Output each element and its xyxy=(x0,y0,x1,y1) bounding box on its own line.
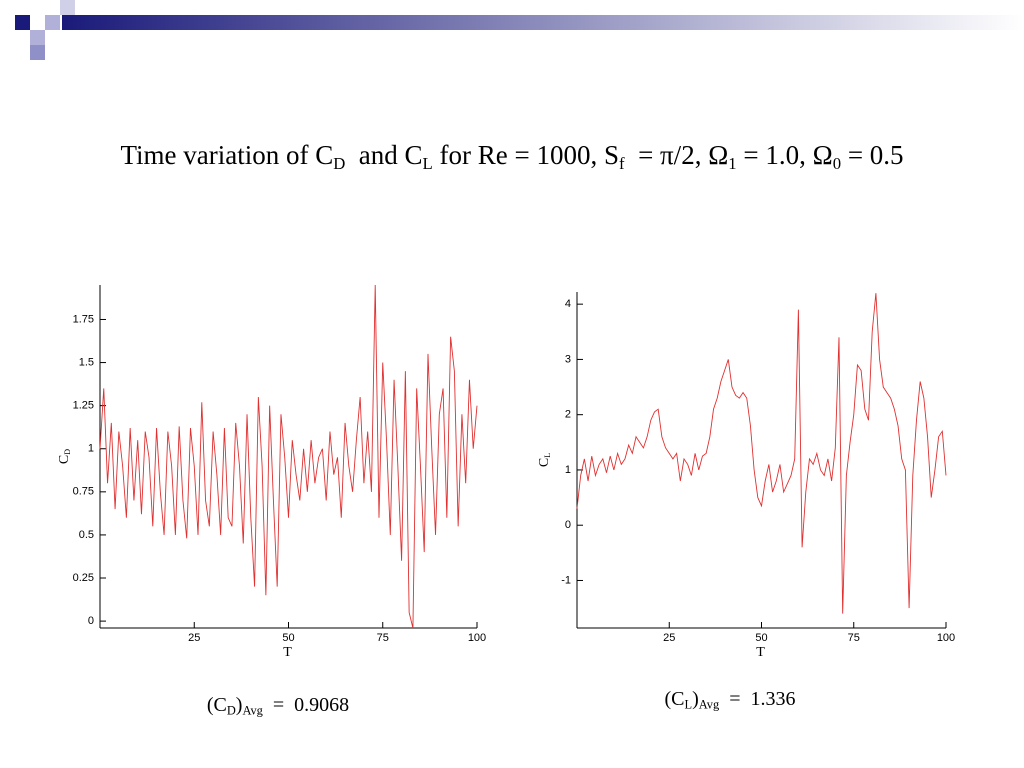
y-tick-label: 1 xyxy=(88,443,94,455)
y-tick-label: 0.75 xyxy=(73,486,94,498)
y-axis-label: CD xyxy=(57,449,72,464)
text-run: ) xyxy=(692,688,699,710)
y-tick-label: 4 xyxy=(565,298,571,310)
subscript: 1 xyxy=(728,154,737,174)
y-tick-label: 1.75 xyxy=(73,313,94,325)
text-run: = 0.9068 xyxy=(262,694,350,716)
average-label: (CL)Avg = 1.336 xyxy=(665,688,796,713)
y-tick-label: 0.5 xyxy=(79,529,94,541)
text-run: ) xyxy=(235,694,243,716)
x-axis-label: T xyxy=(756,645,765,660)
y-tick-label: 0.25 xyxy=(73,572,94,584)
y-tick-label: 2 xyxy=(565,409,571,421)
text-run: = 1.336 xyxy=(719,688,796,710)
x-tick-label: 25 xyxy=(188,632,200,644)
y-label-main: C xyxy=(57,455,72,464)
deco-square xyxy=(60,0,75,15)
text-run: = 1.0, Ω xyxy=(736,140,833,170)
slide-title: Time variation of CD and CL for Re = 100… xyxy=(0,140,1024,174)
text-run: = 0.5 xyxy=(841,140,904,170)
y-tick-label: -1 xyxy=(561,574,571,586)
deco-square xyxy=(15,15,30,30)
deco-square xyxy=(45,15,60,30)
y-label-sub: L xyxy=(543,453,552,458)
x-tick-label: 50 xyxy=(755,632,767,644)
subscript: f xyxy=(619,154,625,174)
subscript: 0 xyxy=(832,154,842,174)
y-tick-label: 0 xyxy=(88,615,94,627)
subscript: D xyxy=(333,154,346,174)
subscript: Avg xyxy=(242,703,263,718)
header-bar xyxy=(62,15,1024,30)
y-tick-label: 1.25 xyxy=(73,400,94,412)
text-run: for Re = 1000, S xyxy=(432,140,619,170)
x-tick-label: 75 xyxy=(377,632,389,644)
deco-square xyxy=(30,45,45,60)
text-run: (C xyxy=(664,688,685,710)
average-label: (CD)Avg = 0.9068 xyxy=(207,694,349,719)
y-tick-label: 1 xyxy=(565,464,571,476)
x-tick-label: 100 xyxy=(937,632,955,644)
y-label-main: C xyxy=(537,458,552,467)
text-run: Time variation of C xyxy=(120,140,334,170)
y-tick-label: 0 xyxy=(565,519,571,531)
x-tick-label: 25 xyxy=(663,632,675,644)
x-tick-label: 75 xyxy=(848,632,860,644)
subscript: D xyxy=(226,703,236,718)
text-run: = π/2, Ω xyxy=(624,140,729,170)
y-axis-label: CL xyxy=(537,453,552,467)
subscript: L xyxy=(684,697,693,712)
data-line xyxy=(99,284,478,629)
y-tick-label: 1.5 xyxy=(79,356,94,368)
text-run: and C xyxy=(345,140,423,170)
subscript: L xyxy=(422,154,433,174)
text-run: (C xyxy=(206,694,227,716)
data-line xyxy=(576,293,947,614)
y-label-sub: D xyxy=(63,449,72,455)
x-axis-label: T xyxy=(283,645,292,660)
y-tick-label: 3 xyxy=(565,353,571,365)
deco-square xyxy=(30,30,45,45)
subscript: Avg xyxy=(698,697,720,712)
x-tick-label: 50 xyxy=(282,632,294,644)
x-tick-label: 100 xyxy=(468,632,486,644)
